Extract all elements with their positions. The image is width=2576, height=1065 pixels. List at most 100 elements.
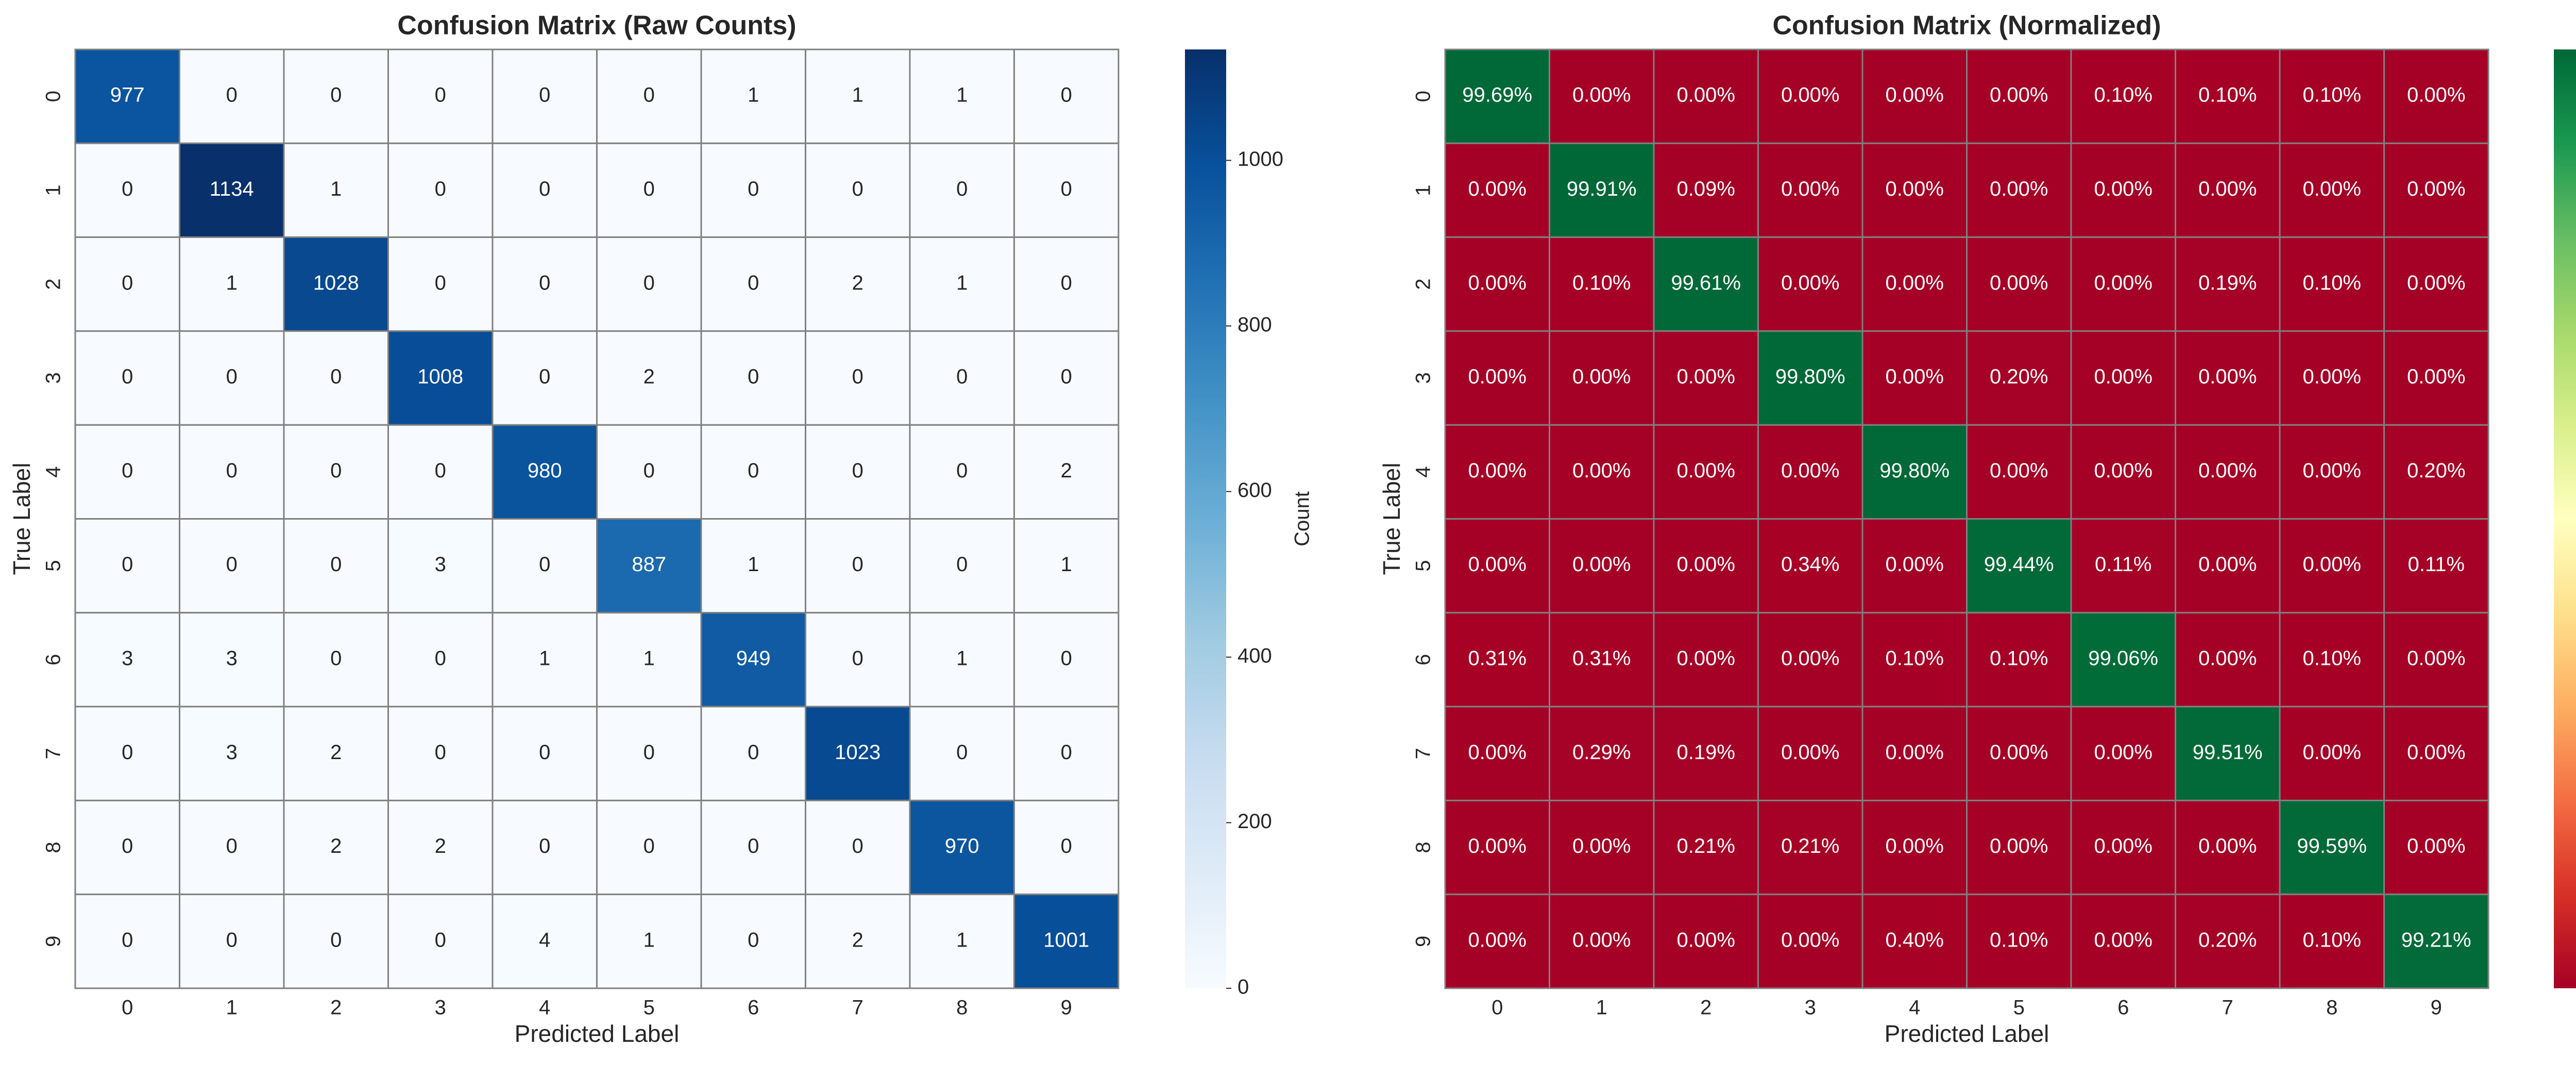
heatmap-cell [74,799,180,896]
cell-label: 0.10% [2198,84,2257,107]
heatmap-cell [2175,424,2281,520]
heatmap-cell [596,894,702,989]
heatmap-cell [909,894,1015,989]
heatmap-cell [1861,330,1968,426]
heatmap-cell [1653,330,1759,426]
heatmap-cell [2175,518,2281,614]
y-tick-label: 0 [42,91,65,102]
y-tick-label: 1 [42,184,65,196]
heatmap-cell [2070,142,2176,238]
cell-label: 2 [435,835,446,857]
x-tick-label: 0 [1492,997,1503,1019]
heatmap-cell [179,894,285,989]
cell-label: 0.10% [1886,647,1944,670]
y-tick-label: 1 [1412,184,1435,196]
heatmap-cell [1013,424,1120,520]
cell-label: 0 [435,741,446,764]
cell-label: 99.51% [2193,741,2263,764]
cell-label: 0.10% [1572,271,1631,294]
heatmap-cell [1966,518,2072,614]
cell-label: 0.29% [1572,741,1631,764]
cell-label: 0.10% [2094,84,2153,107]
heatmap-cell [1966,799,2072,896]
heatmap-cell [1966,142,2072,238]
heatmap-cell [1013,236,1120,332]
cell-label: 0.00% [1990,271,2048,294]
colorbar-tick-label: 600 [1238,479,1272,502]
y-tick-label: 3 [1412,372,1435,384]
x-tick-label: 3 [435,997,446,1019]
cell-label: 0 [122,835,133,857]
cell-label: 0.00% [1990,84,2048,107]
heatmap-cell [596,706,702,801]
heatmap-cell [1861,142,1968,238]
y-tick-label: 3 [42,372,65,384]
y-tick-label: 6 [1412,654,1435,665]
cell-label: 0.00% [1677,553,1735,576]
colorbar [1185,49,1226,988]
cell-label: 0.21% [1677,835,1735,857]
heatmap-cell [283,424,389,520]
heatmap-cell [1653,518,1759,614]
heatmap-cell [1653,142,1759,238]
heatmap-cell [2070,518,2176,614]
cell-label: 2 [643,366,655,388]
heatmap-cell [2175,612,2281,708]
y-tick-label: 5 [1412,560,1435,572]
cell-label: 0.00% [2198,553,2257,576]
heatmap-cell [909,330,1015,426]
heatmap-cell [1861,518,1968,614]
heatmap-cell [2279,48,2385,144]
cell-label: 0.20% [2198,929,2257,951]
heatmap-cell [1549,330,1655,426]
cell-label: 0.00% [1886,835,1944,857]
heatmap-cell [2279,142,2385,238]
heatmap-cell [700,424,806,520]
cell-label: 0.00% [1990,178,2048,200]
heatmap-cell [2383,706,2489,801]
cell-label: 99.59% [2297,835,2367,857]
cell-label: 0.00% [1572,553,1631,576]
heatmap-cell [1653,612,1759,708]
cell-label: 0 [122,178,133,200]
heatmap-cell [909,612,1015,708]
cell-label: 99.44% [1984,553,2054,576]
cell-label: 0 [226,459,238,482]
heatmap-cell [700,706,806,801]
cell-label: 0.00% [2094,835,2153,857]
cell-label: 0.00% [1572,929,1631,951]
heatmap-cell [1444,706,1550,801]
cell-label: 0.00% [1781,84,1839,107]
heatmap-cell [1966,330,2072,426]
y-tick-label: 7 [42,748,65,759]
heatmap-cell [700,142,806,238]
cell-label: 0 [956,366,968,388]
cell-label: 0 [852,366,863,388]
x-tick-label: 7 [2222,997,2233,1019]
cell-label: 0 [435,929,446,951]
cell-label: 0.31% [1572,647,1631,670]
cell-label: 99.91% [1567,178,1637,200]
heatmap-cell [1966,706,2072,801]
cell-label: 0 [852,647,863,670]
colorbar-tick-label: 400 [1238,645,1272,667]
x-tick-label: 5 [643,997,655,1019]
cell-label: 0.00% [1781,741,1839,764]
colorbar [2554,49,2576,988]
cell-label: 2 [1061,459,1072,482]
heatmap-cell [2383,424,2489,520]
heatmap-cell [1757,799,1863,896]
cell-label: 0.00% [2407,271,2465,294]
heatmap-cell [1013,48,1120,144]
cell-label: 0.10% [2303,929,2361,951]
cell-label: 977 [110,84,145,107]
cell-label: 1001 [1043,929,1089,951]
heatmap-cell [2383,142,2489,238]
cell-label: 0 [956,741,968,764]
cell-label: 0 [330,553,342,576]
cell-label: 1 [956,271,968,294]
heatmap-cell [283,612,389,708]
heatmap-cell [387,518,494,614]
cell-label: 0.00% [1572,366,1631,388]
heatmap-cell [492,424,598,520]
